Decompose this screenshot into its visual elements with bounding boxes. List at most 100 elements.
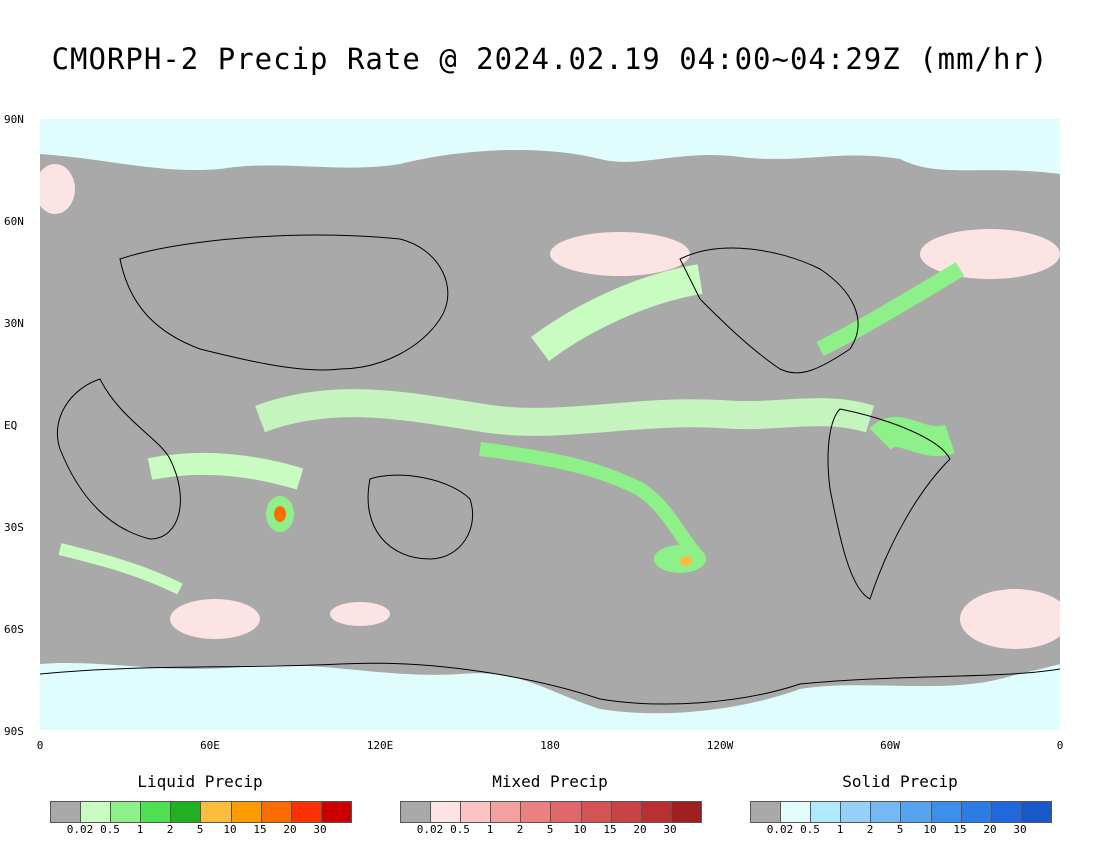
legend-swatch xyxy=(51,802,82,822)
legend-tick-label: 10 xyxy=(223,823,237,836)
coastline xyxy=(827,408,951,600)
lon-label-60e: 60E xyxy=(200,739,220,752)
heavy-precip-cell xyxy=(680,556,692,566)
precip-map-svg xyxy=(35,119,1070,730)
legend-swatch xyxy=(781,802,812,822)
liquid-precip-cell xyxy=(654,545,706,573)
lon-label-120e: 120E xyxy=(366,739,394,752)
liquid-precip-band xyxy=(531,264,703,362)
lat-label-60s: 60S xyxy=(4,623,24,636)
legend-swatch xyxy=(931,802,962,822)
mixed-precip-patch xyxy=(35,164,75,214)
legend-swatch xyxy=(811,802,842,822)
legend-swatch xyxy=(461,802,492,822)
liquid-precip-band xyxy=(255,389,875,436)
lon-label-120w: 120W xyxy=(706,739,734,752)
lon-label-180: 180 xyxy=(540,739,560,752)
heavy-precip-cell xyxy=(274,506,286,522)
legend-tick-label: 1 xyxy=(486,823,494,836)
coastline xyxy=(367,474,474,560)
legend-tick-label: 30 xyxy=(313,823,327,836)
legend-tick-label: 15 xyxy=(603,823,617,836)
legend-swatch xyxy=(991,802,1022,822)
legend-tick-label: 15 xyxy=(253,823,267,836)
legend-swatch xyxy=(871,802,902,822)
legend-tick-label: 0.02 xyxy=(416,823,444,836)
legend-title: Liquid Precip xyxy=(137,772,263,791)
legend-colorbar xyxy=(400,801,702,823)
lat-label-90n: 90N xyxy=(4,113,24,126)
liquid-precip-band xyxy=(58,543,183,595)
lat-label-90s: 90S xyxy=(4,725,24,738)
legend-swatch xyxy=(231,802,262,822)
legend-tick-label: 20 xyxy=(633,823,647,836)
lon-label-0-west: 0 xyxy=(36,739,44,752)
legend-tick-label: 1 xyxy=(136,823,144,836)
legend-swatch xyxy=(201,802,232,822)
legend-swatch xyxy=(401,802,432,822)
legend-swatch xyxy=(141,802,172,822)
liquid-precip-band xyxy=(869,417,955,456)
legend-tick-label: 5 xyxy=(546,823,554,836)
legend-tick-label: 0.02 xyxy=(766,823,794,836)
liquid-precip-band xyxy=(479,442,706,564)
antarctic-ice-region xyxy=(40,662,1060,730)
lat-label-60n: 60N xyxy=(4,215,24,228)
lat-label-30s: 30S xyxy=(4,521,24,534)
legend-swatch xyxy=(261,802,292,822)
legend-tick-label: 0.02 xyxy=(66,823,94,836)
legend-swatch xyxy=(961,802,992,822)
legend-tick-label: 15 xyxy=(953,823,967,836)
legend-tick-label: 10 xyxy=(923,823,937,836)
legend-tick-label: 1 xyxy=(836,823,844,836)
coastline xyxy=(56,378,181,540)
legend-swatch xyxy=(171,802,202,822)
legend-tick-label: 5 xyxy=(196,823,204,836)
legend-tick-label: 0.5 xyxy=(100,823,120,836)
legend-swatch xyxy=(491,802,522,822)
lon-label-0-east: 0 xyxy=(1056,739,1064,752)
mixed-precip-patch xyxy=(960,589,1070,649)
legend-tick-label: 5 xyxy=(896,823,904,836)
legend-tick-label: 30 xyxy=(663,823,677,836)
legend-swatch xyxy=(521,802,552,822)
precip-map xyxy=(35,119,1070,730)
legend-swatch xyxy=(111,802,142,822)
lat-label-30n: 30N xyxy=(4,317,24,330)
mixed-precip-patch xyxy=(170,599,260,639)
legend-swatch xyxy=(431,802,462,822)
legend-tick-label: 20 xyxy=(983,823,997,836)
legend-title: Mixed Precip xyxy=(492,772,608,791)
legend-tick-label: 30 xyxy=(1013,823,1027,836)
coastline xyxy=(679,247,859,374)
legend-tick-label: 2 xyxy=(866,823,874,836)
legend-tick-label: 2 xyxy=(166,823,174,836)
lon-label-60w: 60W xyxy=(880,739,900,752)
mixed-precip-patch xyxy=(330,602,390,626)
legend-title: Solid Precip xyxy=(842,772,958,791)
legend-tick-label: 10 xyxy=(573,823,587,836)
legend-swatch xyxy=(321,802,351,822)
legend-swatch xyxy=(291,802,322,822)
coastline xyxy=(119,234,449,371)
legend-swatch xyxy=(841,802,872,822)
legend-tick-label: 0.5 xyxy=(450,823,470,836)
legend-swatch xyxy=(611,802,642,822)
legend-colorbar xyxy=(750,801,1052,823)
liquid-precip-band xyxy=(147,452,304,490)
legend-swatch xyxy=(581,802,612,822)
liquid-precip-band xyxy=(816,262,965,357)
lat-label-eq: EQ xyxy=(4,419,18,432)
arctic-ice-region xyxy=(40,119,1060,174)
legend-tick-label: 0.5 xyxy=(800,823,820,836)
map-title: CMORPH-2 Precip Rate @ 2024.02.19 04:00~… xyxy=(51,42,1049,76)
legend-tick-label: 20 xyxy=(283,823,297,836)
legend-swatch xyxy=(551,802,582,822)
coastline xyxy=(39,662,1061,705)
legend-swatch xyxy=(81,802,112,822)
mixed-precip-patch xyxy=(550,232,690,276)
legend-swatch xyxy=(641,802,672,822)
legend-swatch xyxy=(751,802,782,822)
legend-colorbar xyxy=(50,801,352,823)
legend-tick-label: 2 xyxy=(516,823,524,836)
